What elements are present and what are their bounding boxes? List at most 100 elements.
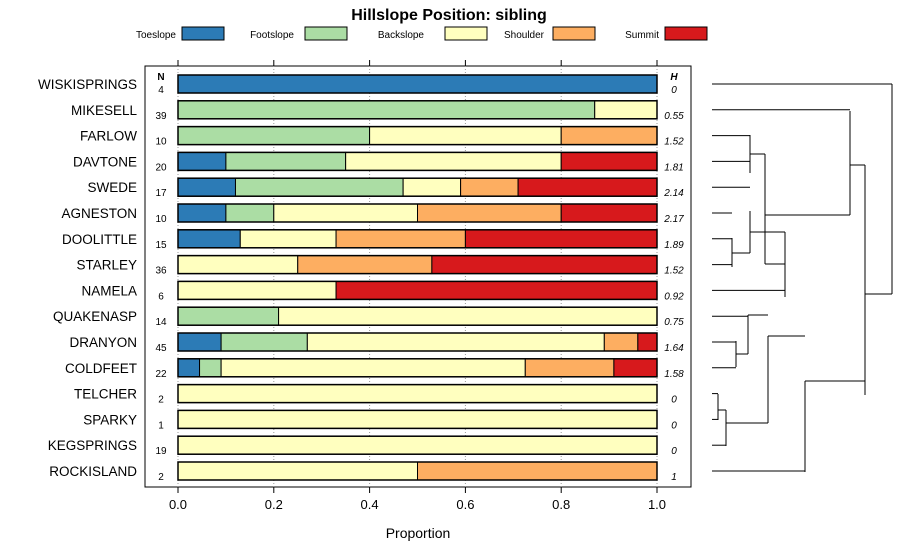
n-value-starley: 36 [155,266,167,277]
row-label-rockisland: ROCKISLAND [49,464,137,479]
bar-segment-wiskisprings-toeslope [177,74,658,94]
dendrogram [712,83,893,472]
bar-segment-farlow-backslope [369,126,562,146]
row-label-kegsprings: KEGSPRINGS [48,438,137,453]
h-value-quakenasp: 0.75 [664,317,684,328]
h-value-telcher: 0 [671,395,677,406]
bar-segment-agneston-summit [560,203,658,223]
row-label-starley: STARLEY [76,258,137,273]
bar-outline-doolittle [177,229,658,249]
bar-segment-quakenasp-footslope [177,306,280,326]
legend-swatch-toeslope [181,26,225,41]
bar-segment-coldfeet-shoulder [524,358,615,378]
h-value-mikesell: 0.55 [664,111,684,122]
bar-segment-dranyon-shoulder [603,332,639,352]
legend-label-shoulder: Shoulder [504,30,545,41]
bar-segment-doolittle-backslope [239,229,337,249]
bar-segment-agneston-shoulder [417,203,562,223]
bar-segment-starley-shoulder [297,255,433,275]
x-tick-label-4: 0.8 [552,497,570,512]
n-value-sparky: 1 [158,420,164,431]
row-label-wiskisprings: WISKISPRINGS [38,77,137,92]
bar-segment-agneston-toeslope [177,203,227,223]
bar-segment-rockisland-shoulder [417,461,658,481]
h-value-dranyon: 1.64 [664,343,684,354]
bar-outline-telcher [177,383,658,404]
bar-segment-telcher-backslope [177,384,658,404]
row-label-telcher: TELCHER [74,387,137,402]
legend-swatch-summit [664,26,708,41]
bar-row-farlow [177,125,658,146]
h-value-starley: 1.52 [664,266,684,277]
h-header: H [670,72,678,83]
n-value-telcher: 2 [158,395,164,406]
bar-segment-farlow-footslope [177,126,371,146]
bar-segment-agneston-backslope [273,203,418,223]
n-value-wiskisprings: 4 [158,85,164,96]
bar-row-davtone [177,151,658,172]
bar-segment-namela-backslope [177,280,337,300]
bar-segment-dranyon-summit [637,332,658,352]
row-label-davtone: DAVTONE [73,154,137,169]
bar-outline-coldfeet [177,358,658,378]
bar-segment-kegsprings-backslope [177,435,658,455]
h-value-agneston: 2.17 [663,214,684,225]
row-labels: WISKISPRINGS MIKESELL FARLOW DAVTONE SWEDE AG… [38,77,138,479]
legend-swatch-backslope [444,26,488,41]
bar-segment-quakenasp-backslope [278,306,658,326]
bar-segment-starley-backslope [177,255,299,275]
bar-segment-swede-shoulder [460,177,519,197]
legend-swatch-shoulder [552,26,596,41]
x-tick-label-3: 0.6 [456,497,474,512]
h-value-kegsprings: 0 [671,446,677,457]
bar-outline-agneston [177,203,658,223]
bar-segment-dranyon-backslope [306,332,605,352]
bar-segment-swede-summit [517,177,658,197]
bar-outline-dranyon [177,332,658,352]
bar-row-telcher [177,383,658,404]
bar-row-kegsprings [177,435,658,455]
plot-border [144,65,692,488]
x-tick-label-0: 0.0 [169,497,187,512]
bar-segment-coldfeet-toeslope [177,358,201,378]
bar-outline-rockisland [177,461,658,481]
bar-row-mikesell [177,100,658,120]
legend: Toeslope Footslope Backslope Shoulder Summit [136,26,708,41]
bar-segment-coldfeet-summit [613,358,658,378]
x-tick-label-1: 0.2 [265,497,283,512]
h-value-doolittle: 1.89 [664,240,684,251]
row-label-namela: NAMELA [81,283,137,298]
h-value-sparky: 0 [671,420,677,431]
bar-row-swede [177,177,658,197]
bar-outline-wiskisprings [177,74,658,94]
row-label-agneston: AGNESTON [61,206,137,221]
n-value-davtone: 20 [155,162,167,173]
x-tick-label-2: 0.4 [361,497,379,512]
n-value-swede: 17 [155,188,167,199]
bar-segment-mikesell-footslope [177,100,596,120]
bar-segment-doolittle-shoulder [335,229,466,249]
h-value-farlow: 1.52 [664,137,684,148]
row-label-sparky: SPARKY [83,412,137,427]
bar-outline-davtone [177,151,658,172]
n-value-agneston: 10 [155,214,167,225]
bar-segment-doolittle-summit [464,229,658,249]
bar-outline-swede [177,177,658,197]
legend-swatch-footslope [304,26,348,41]
legend-label-toeslope: Toeslope [136,30,176,41]
bar-segment-swede-toeslope [177,177,236,197]
bar-segment-dranyon-footslope [220,332,308,352]
bar-segment-davtone-backslope [345,151,562,171]
bar-row-doolittle [177,229,658,249]
bar-outline-farlow [177,125,658,146]
n-value-dranyon: 45 [155,343,167,354]
row-label-swede: SWEDE [87,180,137,195]
row-label-dranyon: DRANYON [69,335,137,350]
legend-label-footslope: Footslope [250,30,294,41]
bar-segment-swede-footslope [234,177,404,197]
legend-label-backslope: Backslope [378,30,425,41]
x-axis-label: Proportion [386,525,451,541]
bar-row-sparky [177,409,658,430]
bar-segment-coldfeet-footslope [199,358,222,378]
